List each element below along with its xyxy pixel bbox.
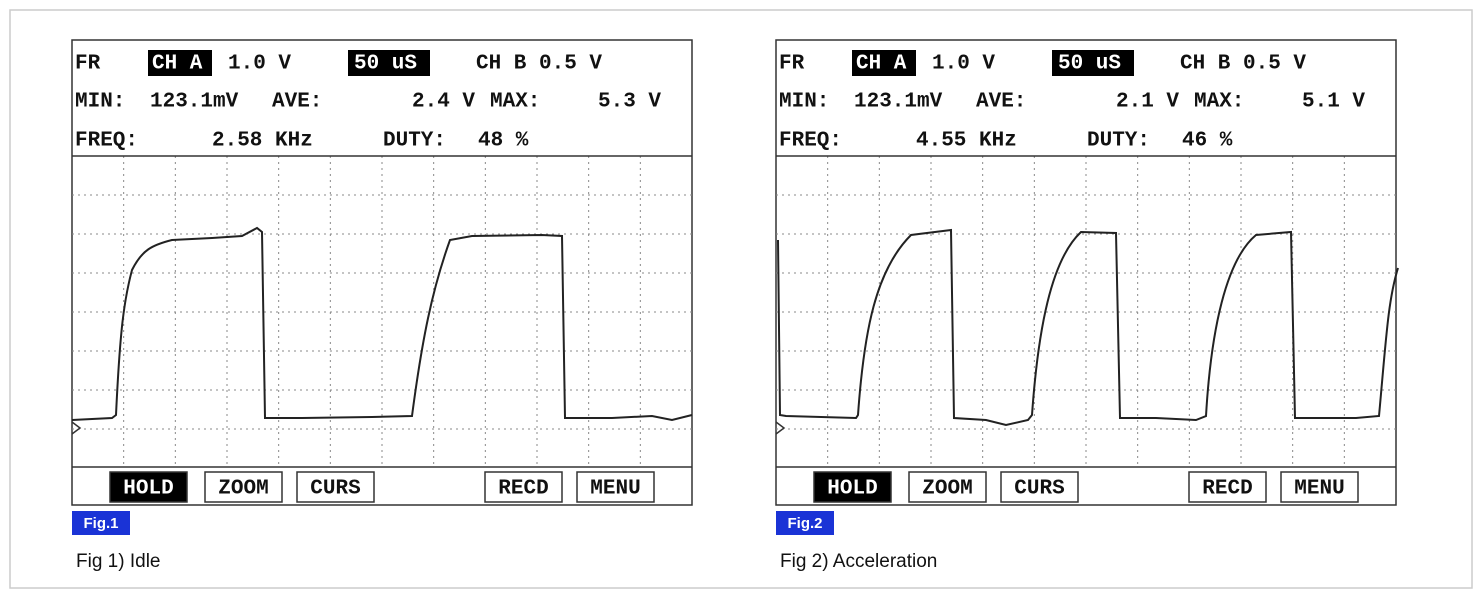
status-text: MIN: [75,91,125,114]
status-text: CH B 0.5 V [476,53,602,76]
status-text: 50 uS [354,53,417,76]
highlight [348,50,430,76]
waveform [71,226,693,422]
button [296,471,375,503]
highlight [852,50,916,76]
status-text: MAX: [490,91,540,114]
status-text: CH A [856,53,907,76]
button [1188,471,1267,503]
fig-tag [776,511,834,535]
button [109,471,188,503]
status-text: 123.1mV [150,91,239,114]
fig-tag-label: Fig.2 [787,515,822,532]
status-text: FR [75,53,101,76]
scope-panel: FR CH A 1.0 V 50 uS CH B 0.5 V MIN: 123.1mV AVE… [71,39,693,572]
button-label: HOLD [827,478,877,501]
status-text: 48 % [478,130,529,153]
status-text: 1.0 V [932,53,995,76]
status-text: MIN: [779,91,829,114]
status-text: DUTY: [1087,130,1150,153]
button [576,471,655,503]
button-label: RECD [498,478,548,501]
status-text: MAX: [1194,91,1244,114]
highlight [1052,50,1134,76]
button [204,471,283,503]
button-label: HOLD [123,478,173,501]
status-text: 5.3 V [598,91,661,114]
status-text: 50 uS [1058,53,1121,76]
status-text: FREQ: [75,130,138,153]
button-label: ZOOM [218,478,268,501]
button-label: CURS [310,478,360,501]
status-text: DUTY: [383,130,446,153]
status-text: CH A [152,53,203,76]
status-text: 2.4 V [412,91,475,114]
highlight [148,50,212,76]
status-text: CH B 0.5 V [1180,53,1306,76]
button [484,471,563,503]
status-text: 123.1mV [854,91,943,114]
status-text: FR [779,53,805,76]
fig-tag-label: Fig.1 [83,515,118,532]
status-text: FREQ: [779,130,842,153]
status-text: 2.58 KHz [212,130,313,153]
button [813,471,892,503]
grid [71,39,693,506]
status-text: 1.0 V [228,53,291,76]
status-text: 4.55 KHz [916,130,1017,153]
button-label: MENU [590,478,640,501]
button [1280,471,1359,503]
scope-panel: FR CH A 1.0 V 50 uS CH B 0.5 V MIN: 123.1mV AVE… [775,39,1399,572]
button [908,471,987,503]
caption: Fig 1) Idle [76,551,160,572]
status-text: AVE: [272,91,322,114]
button-label: RECD [1202,478,1252,501]
button [1000,471,1079,503]
ground-marker [71,421,82,435]
waveform [777,228,1399,427]
fig-tag [72,511,130,535]
caption: Fig 2) Acceleration [780,551,937,572]
status-text: 5.1 V [1302,91,1365,114]
status-text: 2.1 V [1116,91,1179,114]
button-label: MENU [1294,478,1344,501]
status-text: AVE: [976,91,1026,114]
status-text: 46 % [1182,130,1233,153]
ground-marker [775,421,786,435]
button-label: CURS [1014,478,1064,501]
button-label: ZOOM [922,478,972,501]
